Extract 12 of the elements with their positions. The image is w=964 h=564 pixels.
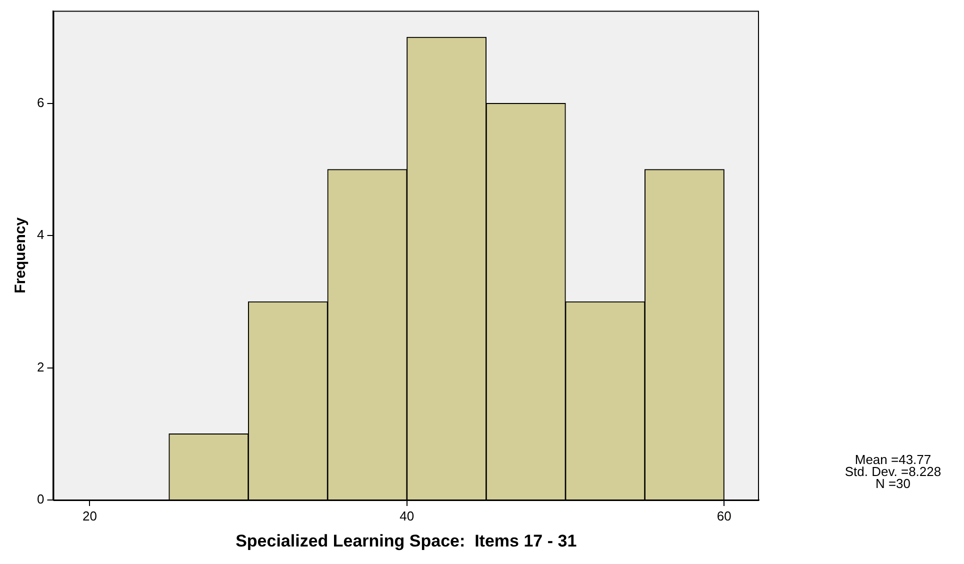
- x-tick-label: 60: [716, 508, 732, 524]
- y-tick-label: 6: [36, 94, 44, 110]
- x-axis-title: Specialized Learning Space: Items 17 - 31: [236, 531, 577, 550]
- y-tick-label: 2: [36, 359, 44, 374]
- x-tick-label: 20: [82, 508, 97, 524]
- text: Mean =43.77: [854, 452, 932, 467]
- text: Std. Dev. =8.228: [844, 464, 942, 479]
- y-tick-label: 0: [36, 492, 44, 507]
- x-tick-label: 40: [400, 508, 414, 524]
- y-tick-label: 4: [36, 227, 44, 242]
- text: N =30: [875, 476, 911, 491]
- y-axis-title: Frequency: [12, 216, 30, 294]
